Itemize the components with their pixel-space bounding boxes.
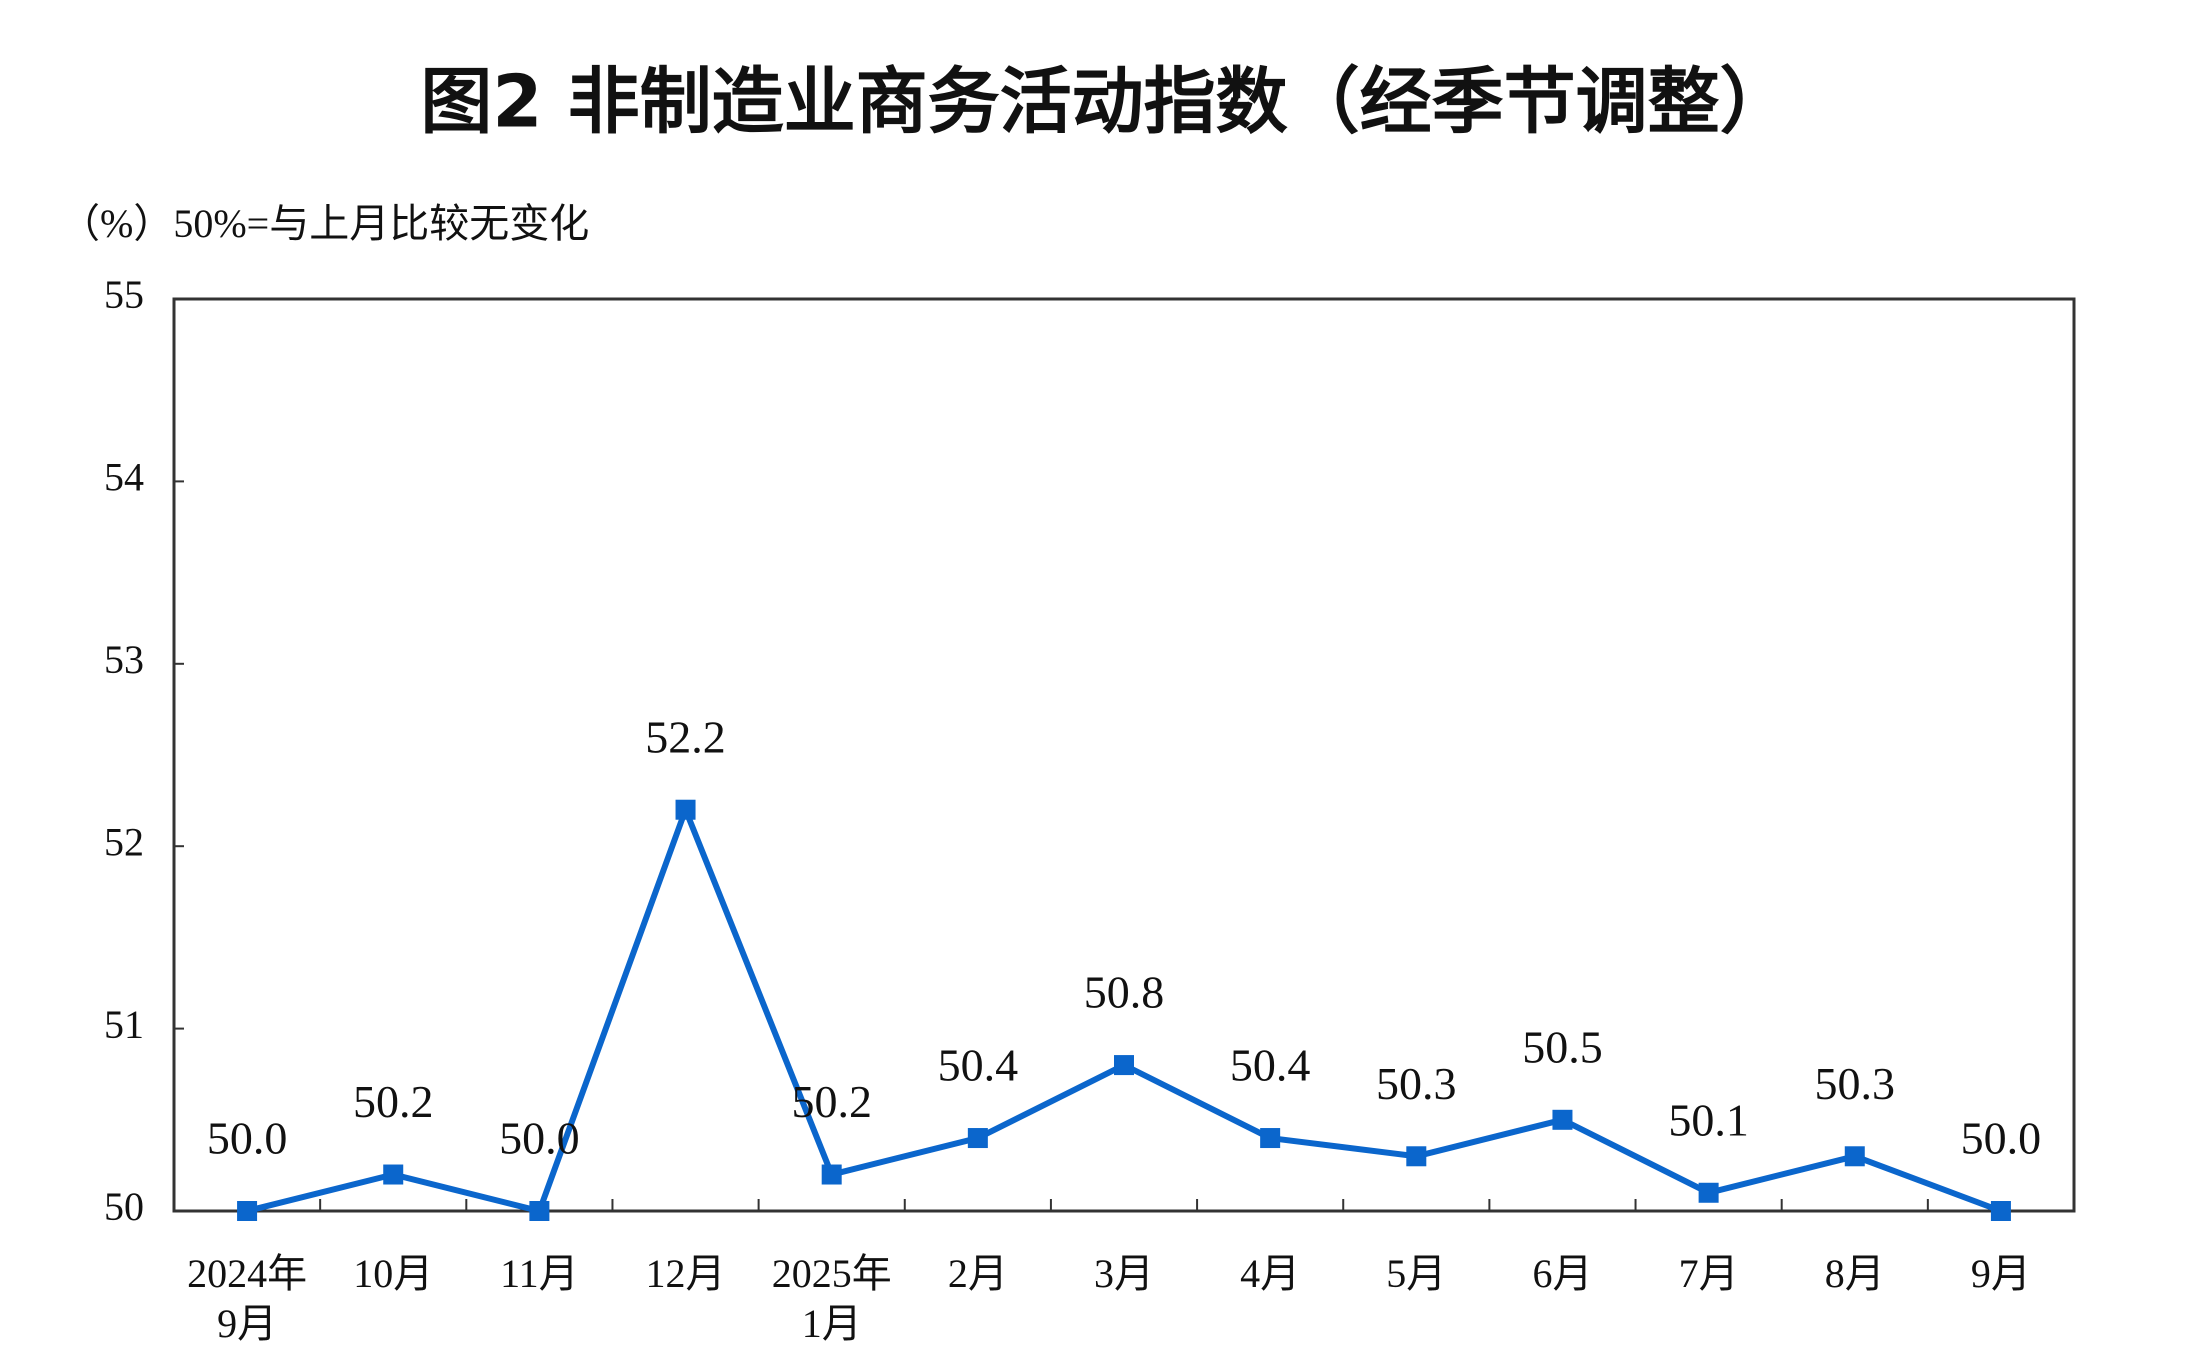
- data-label: 50.3: [1815, 1058, 1896, 1109]
- y-tick-label: 53: [104, 637, 144, 682]
- plot-frame: [172, 297, 2076, 1213]
- data-label: 50.8: [1084, 967, 1165, 1018]
- x-tick-label: 5月: [1386, 1251, 1446, 1296]
- data-label: 50.3: [1376, 1058, 1457, 1109]
- x-tick-label: 10月: [353, 1251, 433, 1296]
- marker: [1406, 1146, 1427, 1167]
- marker: [1260, 1128, 1281, 1149]
- chart-title: 图2 非制造业商务活动指数（经季节调整）: [420, 60, 1791, 144]
- marker: [1552, 1109, 1573, 1130]
- y-tick-label: 51: [104, 1002, 144, 1047]
- x-tick-label: 7月: [1679, 1251, 1739, 1296]
- marker: [675, 799, 696, 820]
- data-label: 52.2: [645, 711, 726, 762]
- x-tick-label: 4月: [1240, 1251, 1300, 1296]
- data-label: 50.4: [1230, 1040, 1311, 1091]
- marker: [1990, 1201, 2011, 1221]
- marker: [529, 1201, 550, 1221]
- x-tick-label: 12月: [646, 1251, 726, 1296]
- data-label: 50.4: [938, 1040, 1019, 1091]
- x-tick-label: 3月: [1094, 1251, 1154, 1296]
- data-label: 50.2: [791, 1076, 872, 1127]
- y-tick-label: 50: [104, 1184, 144, 1229]
- data-label: 50.1: [1668, 1094, 1749, 1145]
- marker: [1114, 1055, 1134, 1076]
- x-tick-label: 9月: [217, 1301, 277, 1346]
- marker: [237, 1201, 258, 1221]
- marker: [1844, 1146, 1865, 1167]
- data-label: 50.5: [1522, 1021, 1603, 1072]
- y-tick-label: 55: [104, 272, 144, 317]
- marker: [1698, 1182, 1719, 1203]
- data-label: 50.0: [207, 1113, 288, 1164]
- marker: [821, 1164, 842, 1185]
- x-tick-label: 9月: [1971, 1251, 2031, 1296]
- x-tick-label: 11月: [500, 1251, 579, 1296]
- x-tick-label: 6月: [1532, 1251, 1592, 1296]
- y-tick-label: 52: [104, 819, 144, 864]
- data-label: 50.0: [1961, 1113, 2042, 1164]
- x-tick-label: 2024年: [187, 1251, 307, 1296]
- y-tick-label: 54: [104, 455, 144, 500]
- x-tick-label: 2月: [948, 1251, 1008, 1296]
- x-tick-label: 8月: [1825, 1251, 1885, 1296]
- marker: [383, 1164, 404, 1185]
- data-label: 50.0: [499, 1113, 580, 1164]
- x-tick-label: 2025年: [772, 1251, 892, 1296]
- marker: [967, 1128, 988, 1149]
- y-axis-note: （%）50%=与上月比较无变化: [60, 201, 589, 246]
- x-tick-label: 1月: [802, 1301, 862, 1346]
- data-label: 50.2: [353, 1076, 434, 1127]
